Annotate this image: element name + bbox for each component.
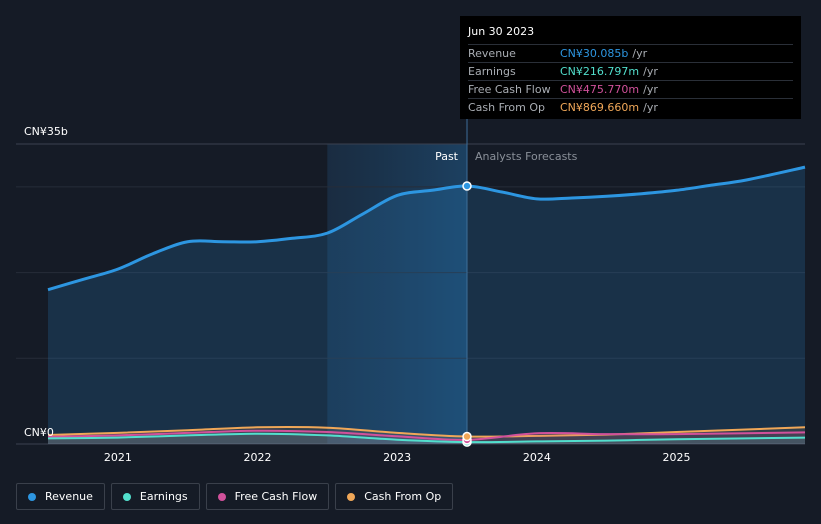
earnings-area [48,433,805,444]
tooltip-date: Jun 30 2023 [468,25,535,38]
legend-item-label: Cash From Op [364,490,442,503]
legend-item-cash-from-op[interactable]: Cash From Op [335,483,454,510]
tooltip-row-value: CN¥869.660m [560,101,640,114]
tooltip-row-label: Cash From Op [468,101,546,114]
revenue-area [48,167,805,444]
cash-from-op-marker [462,431,472,442]
tooltip-row-unit: /yr [643,65,658,78]
legend-dot-icon [347,492,356,501]
x-tick-label: 2021 [104,451,132,464]
legend: Revenue Earnings Free Cash Flow Cash From O… [16,483,454,510]
tooltip-row-label: Earnings [468,65,516,78]
revenue-marker [462,181,472,191]
tooltip-row-unit: /yr [632,47,648,60]
tooltip-row: Earnings CN¥216.797m/yr [468,62,793,80]
x-tick-label: 2023 [383,451,411,464]
legend-item-revenue[interactable]: Revenue [16,483,105,510]
tooltip-row-value: CN¥30.085b [560,47,629,60]
legend-item-label: Earnings [139,490,188,503]
tooltip: Jun 30 2023 Revenue CN¥30.085b/yr Earnings… [460,16,801,119]
tooltip-row-label: Free Cash Flow [468,83,551,96]
legend-dot-icon [122,492,131,501]
tooltip-row: Revenue CN¥30.085b/yr [468,44,793,62]
tooltip-row-value: CN¥475.770m [560,83,640,96]
tooltip-row-unit: /yr [643,83,658,96]
legend-item-label: Revenue [45,490,93,503]
revenue-line [47,165,806,292]
free-cash-flow-line [47,429,806,441]
x-tick-label: 2025 [663,451,691,464]
y-axis-bottom-label: CN¥0 [24,426,54,439]
y-axis-top-label: CN¥35b [24,125,68,138]
tooltip-row-unit: /yr [643,101,658,114]
x-tick-label: 2022 [244,451,272,464]
tooltip-row: Free Cash Flow CN¥475.770m/yr [468,80,793,98]
x-tick-label: 2024 [523,451,551,464]
legend-item-free-cash-flow[interactable]: Free Cash Flow [205,483,330,510]
earnings-line [47,432,806,444]
tooltip-row-value: CN¥216.797m [560,65,640,78]
past-label: Past [435,150,459,163]
analysts-forecasts-label: Analysts Forecasts [475,150,578,163]
legend-item-label: Free Cash Flow [234,490,318,503]
legend-dot-icon [28,492,36,501]
tooltip-row: Cash From Op CN¥869.660m/yr [468,98,793,116]
legend-item-earnings[interactable]: Earnings [110,483,200,510]
legend-dot-icon [217,492,226,501]
tooltip-row-label: Revenue [468,47,516,60]
